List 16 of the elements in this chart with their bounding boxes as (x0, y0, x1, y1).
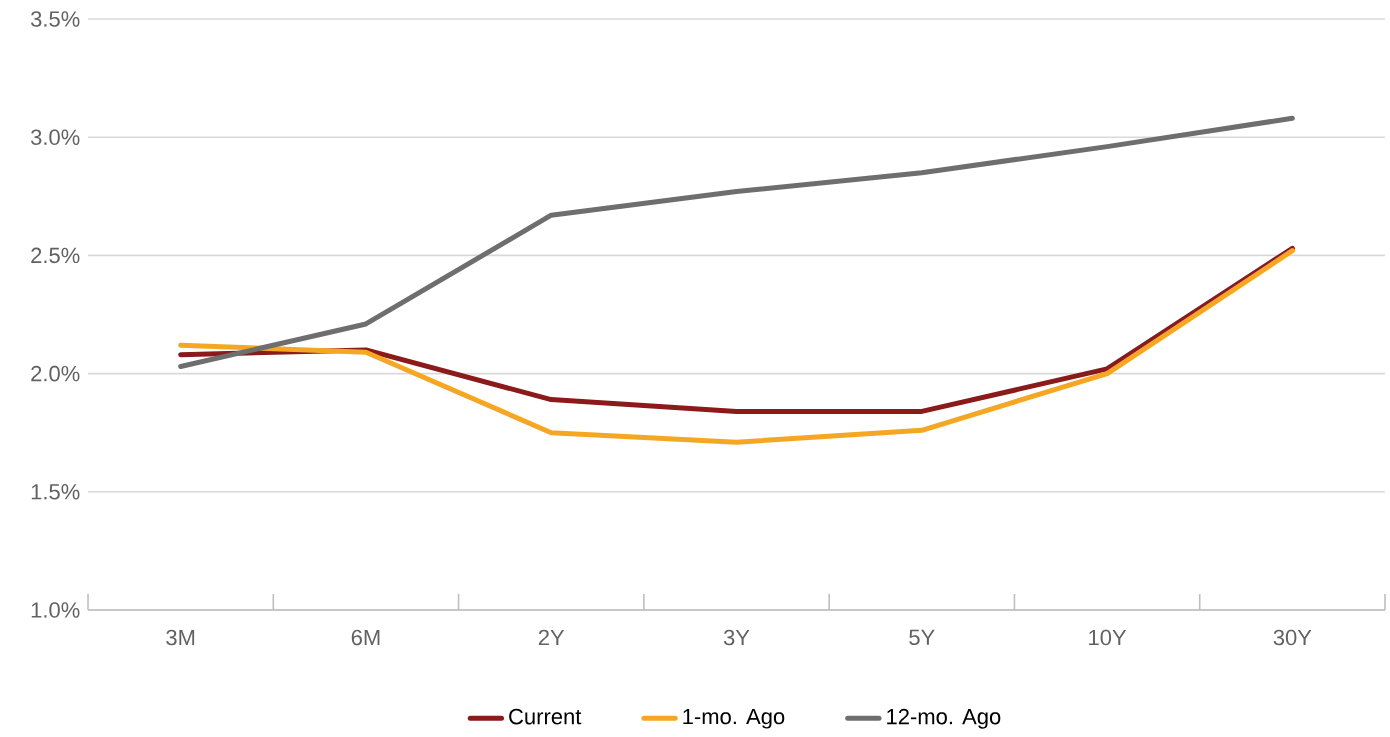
x-tick-label: 3Y (723, 629, 750, 646)
y-tick-label: 2.0% (31, 365, 80, 382)
x-tick-label: 10Y (1089, 629, 1127, 646)
y-tick-label: 2.5% (31, 247, 80, 264)
x-tick-label: 30Y (1273, 629, 1312, 646)
x-tick-label: 5Y (909, 629, 935, 646)
x-tick-label: 6M (351, 629, 380, 646)
legend-label: 1-mo. Ago (683, 708, 785, 729)
x-tick-label: 3M (166, 629, 195, 646)
legend-label: Current (509, 708, 582, 725)
y-tick-label: 1.0% (31, 602, 80, 618)
y-tick-label: 3.0% (30, 129, 80, 145)
x-tick-label: 2Y (538, 629, 565, 646)
y-tick-label: 1.5% (31, 484, 80, 500)
y-tick-label: 3.5% (30, 11, 80, 27)
legend-label: 12-mo. Ago (887, 708, 1001, 729)
